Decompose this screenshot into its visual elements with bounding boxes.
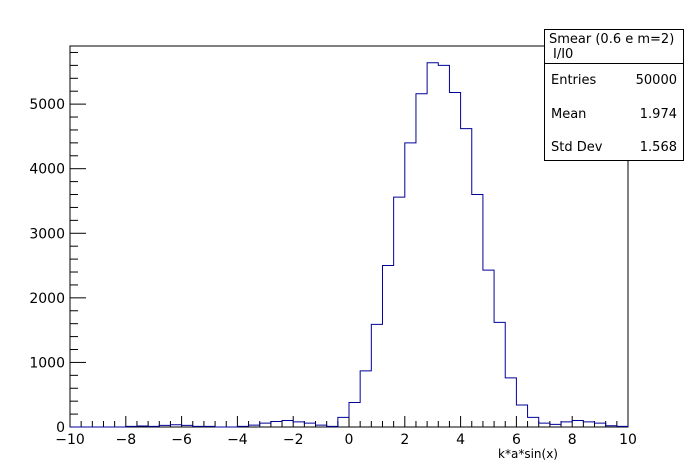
y-tick-label: 1000 [29, 355, 65, 371]
x-axis-title: k*a*sin(x) [498, 447, 558, 461]
x-tick-label: 0 [345, 432, 354, 448]
x-tick-label: 8 [568, 432, 577, 448]
std-dev-value: 1.568 [639, 140, 677, 155]
stats-box: Smear (0.6 e m=2) I/I0 Entries 50000 Mea… [544, 29, 684, 161]
x-tick-label: −2 [283, 432, 304, 448]
y-tick-label: 0 [56, 420, 65, 436]
x-tick-label: −8 [115, 432, 136, 448]
stats-row-entries: Entries 50000 [551, 73, 677, 91]
stats-title-line2: I/I0 [553, 47, 574, 62]
histogram-series-line [70, 62, 629, 428]
y-tick-label: 4000 [29, 162, 65, 178]
x-tick-label: −4 [227, 432, 248, 448]
x-tick-label: 10 [619, 432, 637, 448]
stats-title: Smear (0.6 e m=2) I/I0 [545, 30, 683, 64]
stats-row-std-dev: Std Dev 1.568 [551, 140, 677, 158]
x-tick-label: −6 [171, 432, 192, 448]
stats-row-mean: Mean 1.974 [551, 107, 677, 125]
x-tick-label: 2 [400, 432, 409, 448]
stats-title-line1: Smear (0.6 e m=2) [549, 32, 675, 47]
entries-label: Entries [551, 73, 597, 88]
x-tick-label: 4 [456, 432, 465, 448]
mean-label: Mean [551, 107, 587, 122]
std-dev-label: Std Dev [551, 140, 603, 155]
entries-value: 50000 [635, 73, 677, 88]
y-axis: 0 1000 2000 3000 4000 5000 [29, 51, 86, 436]
mean-value: 1.974 [639, 107, 677, 122]
y-tick-label: 5000 [29, 97, 65, 113]
y-tick-label: 2000 [29, 291, 65, 307]
x-axis: −10 −8 −6 −4 −2 0 2 4 6 8 10 [55, 416, 637, 448]
x-tick-label: 6 [512, 432, 521, 448]
x-tick-label: −10 [55, 432, 85, 448]
y-tick-label: 3000 [29, 226, 65, 242]
